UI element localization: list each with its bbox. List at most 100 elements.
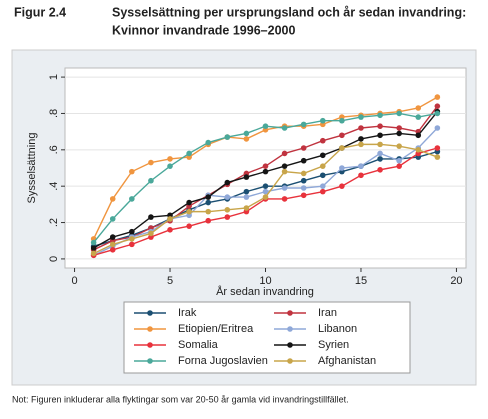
point [224, 134, 231, 140]
point [377, 141, 383, 148]
legend-label: Iran [318, 307, 337, 319]
point [167, 216, 173, 222]
note: Not: Figuren inkluderar alla flyktingar … [12, 394, 349, 404]
point [109, 196, 116, 202]
point [319, 117, 326, 124]
point [243, 205, 250, 211]
point [377, 167, 383, 173]
point [339, 132, 345, 139]
point [358, 172, 364, 179]
point [415, 132, 422, 139]
point [205, 208, 212, 215]
legend-marker [147, 326, 153, 332]
point [300, 157, 307, 164]
point [281, 168, 288, 175]
x-axis-title: År sedan invandring [216, 285, 314, 298]
point [281, 125, 288, 131]
point [148, 230, 154, 237]
point [243, 194, 250, 200]
point [377, 132, 383, 139]
point [434, 103, 441, 109]
point [205, 139, 212, 146]
legend-label: Forna Jugoslavien [178, 355, 268, 367]
point [339, 117, 345, 124]
point [281, 196, 288, 202]
point [377, 123, 383, 129]
point [186, 208, 192, 215]
point [205, 194, 212, 200]
point [262, 168, 269, 175]
point [377, 112, 383, 119]
legend-marker [147, 358, 153, 364]
point [262, 123, 269, 129]
point [396, 143, 402, 149]
point [243, 130, 250, 137]
point [224, 214, 231, 220]
point [243, 174, 250, 180]
legend-marker [287, 310, 293, 316]
point [319, 152, 326, 159]
point [358, 163, 364, 169]
point [129, 196, 135, 202]
legend-marker [147, 310, 153, 316]
point [262, 163, 269, 169]
point [281, 150, 288, 157]
y-tick-label: 0 [48, 256, 60, 262]
point [415, 147, 422, 153]
point [205, 217, 212, 224]
x-tick-label: 5 [167, 275, 173, 287]
legend-marker [147, 342, 153, 348]
y-axis-title: Sysselsättning [26, 133, 38, 204]
point [243, 188, 250, 195]
legend-label: Syrien [318, 339, 349, 351]
point [186, 150, 192, 157]
y-tick-label: .8 [48, 109, 60, 118]
point [129, 228, 135, 235]
x-tick-label: 20 [450, 275, 462, 287]
point [300, 145, 307, 151]
point [415, 105, 422, 111]
point [434, 125, 441, 131]
point [262, 194, 269, 200]
point [434, 154, 441, 160]
point [109, 216, 116, 222]
point [262, 183, 269, 189]
point [205, 199, 212, 206]
y-tick-label: .2 [48, 218, 60, 227]
point [148, 214, 154, 220]
y-tick-label: 1 [48, 74, 60, 80]
point [109, 234, 116, 240]
legend-label: Somalia [178, 339, 219, 351]
point [339, 183, 345, 189]
point [319, 137, 326, 144]
point [90, 250, 97, 257]
point [224, 207, 231, 213]
legend-label: Libanon [318, 323, 357, 335]
point [319, 163, 326, 169]
point [109, 241, 116, 248]
point [415, 114, 422, 120]
point [186, 199, 192, 206]
x-tick-label: 0 [71, 275, 77, 287]
point [358, 141, 364, 148]
point [109, 247, 116, 253]
point [90, 245, 97, 251]
point [167, 227, 173, 233]
point [358, 125, 364, 131]
point [319, 183, 326, 189]
chart-title: Sysselsättning per ursprungsland och år … [112, 5, 466, 19]
point [90, 239, 97, 246]
point [129, 236, 135, 242]
point [167, 156, 173, 162]
point [148, 177, 154, 184]
point [377, 156, 383, 162]
chart-subtitle: Kvinnor invandrade 1996–2000 [112, 23, 295, 37]
point [224, 179, 231, 186]
point [358, 114, 364, 120]
point [300, 185, 307, 191]
legend-label: Afghanistan [318, 355, 376, 367]
point [434, 94, 441, 100]
figure-label: Figur 2.4 [14, 5, 66, 19]
point [339, 165, 345, 171]
